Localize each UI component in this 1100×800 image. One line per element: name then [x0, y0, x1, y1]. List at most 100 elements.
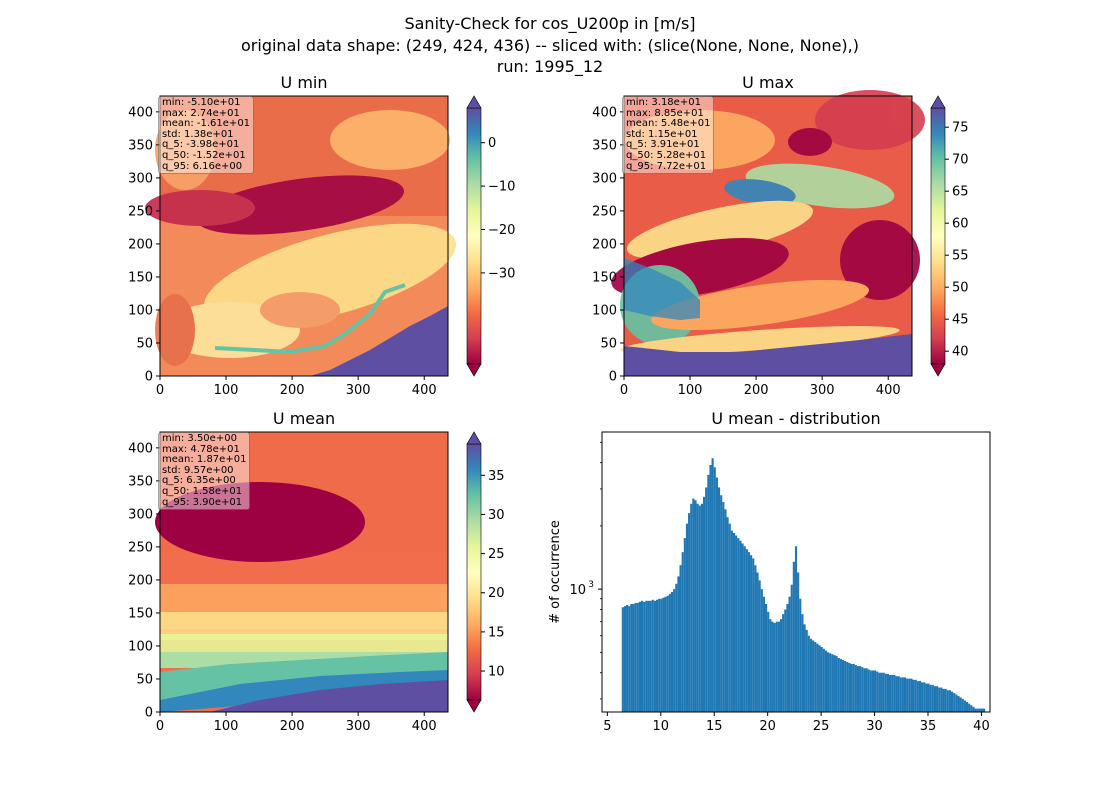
- histogram-bar: [658, 598, 661, 712]
- histogram-bar: [735, 535, 738, 712]
- umax-frame: [623, 95, 913, 377]
- umax-stat-mean: mean: 5.48e+01: [626, 118, 711, 130]
- histogram-bar: [801, 614, 804, 712]
- colorbar-tick-label: 45: [952, 313, 969, 328]
- colorbar-tick-label: 60: [952, 217, 969, 232]
- histogram-bar: [927, 683, 930, 712]
- histogram-bar: [829, 653, 832, 712]
- histogram-bar: [779, 619, 783, 712]
- histogram-bar: [818, 645, 821, 712]
- histogram-bar: [812, 640, 815, 712]
- histogram-bar: [634, 602, 637, 712]
- histogram-y-tick-exponent: 3: [588, 580, 594, 590]
- histogram-bar: [963, 700, 966, 712]
- histogram-bar: [856, 666, 860, 712]
- histogram-bar: [662, 597, 665, 712]
- y-tick-label: 0: [145, 706, 153, 721]
- umax-field: [611, 90, 925, 354]
- histogram-bar: [636, 602, 639, 712]
- histogram-bar: [826, 652, 830, 712]
- histogram-bar: [936, 686, 939, 712]
- histogram-bar: [621, 607, 624, 712]
- histogram-bar: [799, 598, 802, 712]
- histogram-bar: [925, 683, 928, 712]
- histogram-bar: [651, 599, 654, 712]
- umean-stat-min: min: 3.50e+00: [162, 433, 237, 444]
- colorbar-tick-label: −10: [488, 180, 515, 195]
- umax-jet-band: [624, 258, 700, 320]
- histogram-bar: [983, 708, 986, 712]
- histogram-bar: [666, 595, 669, 712]
- histogram-bar: [745, 549, 748, 712]
- umax-colorbar-bottom-arrow: [930, 363, 946, 377]
- umin-stat-q5: q_5: -3.98e+01: [162, 139, 240, 151]
- histogram-bar: [839, 658, 842, 712]
- histogram-bar: [688, 513, 691, 712]
- histogram-bar: [647, 600, 650, 712]
- histogram-bar: [880, 672, 883, 712]
- histogram-bar: [703, 496, 706, 712]
- y-tick-label: 150: [128, 270, 153, 285]
- histogram-bar: [901, 677, 904, 712]
- umin-colorbar-bottom-arrow: [466, 363, 482, 377]
- umin-y-axis: 0 50 100 150 200 250 300 350 400: [128, 105, 160, 385]
- histogram-bar: [916, 681, 919, 712]
- histogram-bar: [730, 530, 733, 712]
- histogram-bar: [675, 583, 678, 712]
- histogram-bar: [841, 659, 845, 712]
- umax-highvalue-region: [624, 334, 912, 376]
- histogram-x-tick-label: 30: [866, 719, 883, 734]
- y-tick-label: 400: [128, 105, 153, 120]
- histogram-bar: [777, 621, 780, 712]
- y-tick-label: 0: [145, 370, 153, 385]
- histogram-bar: [965, 702, 969, 712]
- histogram-bar: [632, 603, 635, 712]
- umean-x-axis: 0 100 200 300 400: [156, 712, 437, 734]
- umax-stat-q5: q_5: 3.91e+01: [626, 139, 700, 151]
- histogram-bar: [775, 621, 778, 712]
- umean-field: [155, 432, 448, 712]
- histogram-bar: [677, 576, 680, 712]
- histogram-bar: [974, 708, 977, 712]
- umin-highvalue-region: [310, 306, 448, 376]
- histogram-x-tick-label: 5: [603, 719, 611, 734]
- figure-title-line-1: Sanity-Check for cos_U200p in [m/s]: [404, 14, 695, 34]
- umin-stat-max: max: 2.74e+01: [162, 107, 240, 119]
- histogram-bar: [859, 666, 862, 712]
- umax-stat-q50: q_50: 5.28e+01: [626, 149, 707, 161]
- y-tick-label: 350: [128, 138, 153, 153]
- histogram-bar: [850, 664, 853, 712]
- umean-stat-q95: q_95: 3.90e+01: [162, 496, 243, 508]
- colorbar-tick-label: 0: [488, 136, 496, 151]
- histogram-x-tick-label: 10: [653, 719, 670, 734]
- histogram-bar: [673, 589, 676, 712]
- umin-title: U min: [281, 73, 328, 92]
- histogram-bar: [630, 603, 633, 712]
- umin-stat-std: std: 1.38e+01: [162, 128, 234, 140]
- umean-panel: U mean 0 100 200 300 400 0 50 100 150 200 250 300 3…: [128, 409, 504, 734]
- histogram-bar: [950, 691, 954, 712]
- histogram-bar: [809, 638, 813, 712]
- histogram-bar: [694, 500, 697, 712]
- histogram-bar: [976, 708, 979, 712]
- histogram-bar: [715, 477, 718, 712]
- histogram-bar: [897, 676, 900, 712]
- histogram-bar: [835, 656, 838, 712]
- histogram-bar: [739, 540, 742, 712]
- histogram-bar: [690, 503, 693, 712]
- x-tick-label: 100: [214, 719, 239, 734]
- colorbar-tick-label: −30: [488, 266, 515, 281]
- umean-stat-mean: mean: 1.87e+01: [162, 454, 247, 466]
- histogram-bar: [792, 561, 795, 712]
- umax-stat-min: min: 3.18e+01: [626, 97, 701, 108]
- y-tick-label: 400: [128, 441, 153, 456]
- histogram-bar: [816, 643, 819, 712]
- histogram-x-tick-label: 15: [706, 719, 723, 734]
- histogram-bar: [931, 684, 934, 712]
- histogram-bar: [713, 467, 716, 712]
- histogram-bar: [948, 690, 951, 712]
- histogram-x-tick-label: 40: [973, 719, 990, 734]
- histogram-bar: [867, 669, 870, 712]
- umean-colorbar: [466, 443, 482, 701]
